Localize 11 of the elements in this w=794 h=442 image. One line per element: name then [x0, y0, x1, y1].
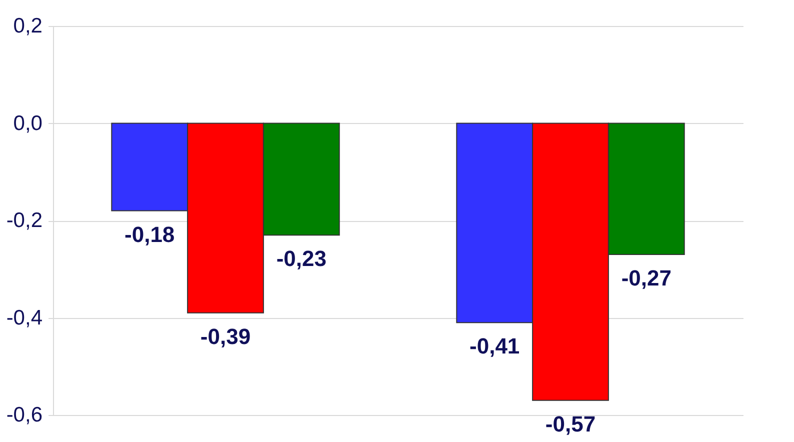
y-tick-label: -0,6 — [6, 404, 42, 426]
y-tick-label: 0,2 — [13, 14, 42, 38]
data-label: -0,18 — [124, 222, 175, 247]
data-label: -0,57 — [545, 411, 596, 436]
data-label: -0,39 — [200, 324, 251, 349]
data-label: -0,23 — [276, 246, 326, 272]
data-label: -0,41 — [470, 334, 520, 359]
y-tick-label: 0,0 — [13, 112, 42, 135]
y-tick-label: -0,4 — [6, 306, 43, 330]
y-tick-label: -0,2 — [6, 209, 42, 232]
data-label: -0,27 — [621, 266, 672, 291]
